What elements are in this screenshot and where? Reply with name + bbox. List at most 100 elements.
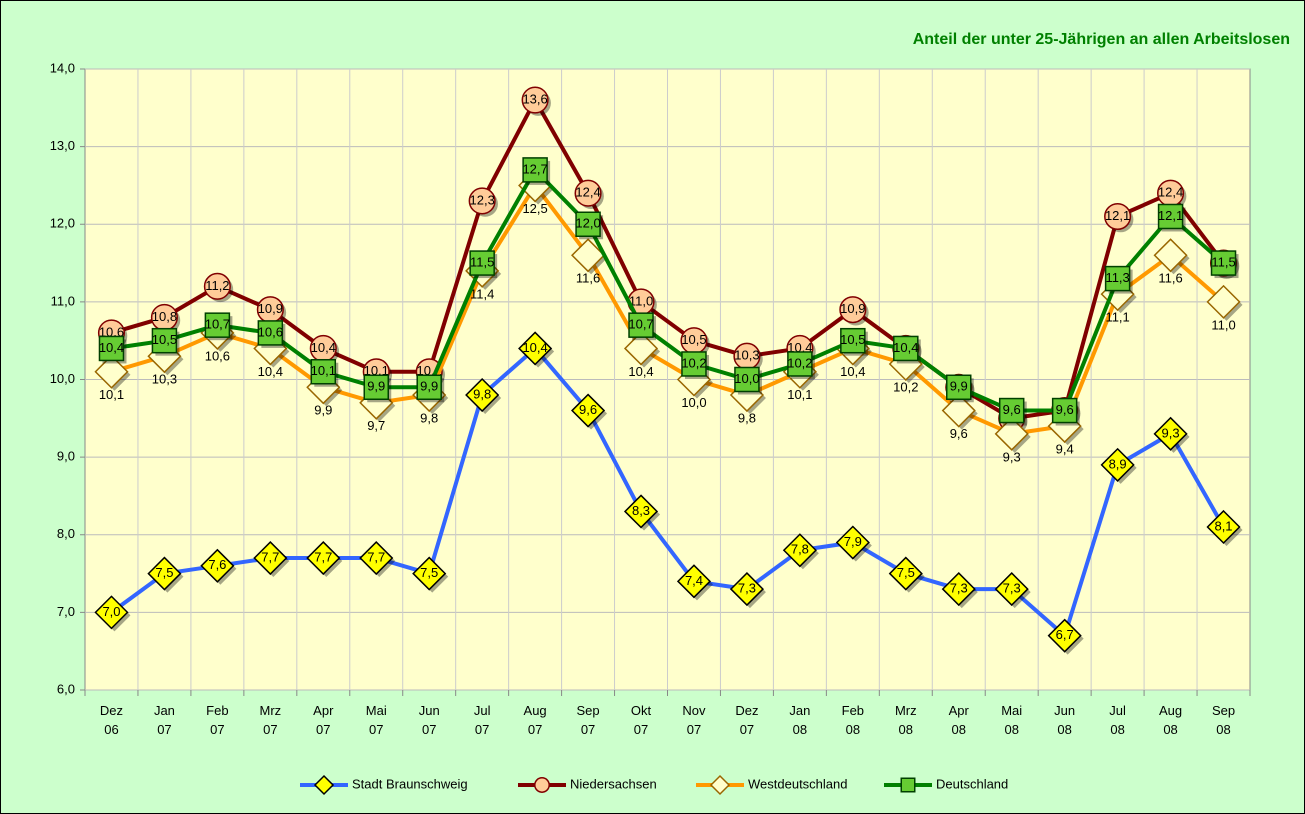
data-label: 13,6 xyxy=(522,91,547,106)
legend-label: Niedersachsen xyxy=(570,776,657,791)
x-tick-label: Mrz 07 xyxy=(260,703,282,737)
x-tick-label: Apr 08 xyxy=(949,703,970,737)
marker xyxy=(204,312,231,338)
data-label: 10,3 xyxy=(152,372,177,387)
data-label: 7,5 xyxy=(897,565,915,580)
data-label: 9,7 xyxy=(367,418,385,433)
marker xyxy=(941,393,976,428)
marker xyxy=(575,211,601,237)
marker xyxy=(469,250,495,276)
marker xyxy=(839,296,867,324)
data-label: 7,7 xyxy=(367,549,385,564)
marker xyxy=(994,416,1029,451)
data-label: 9,3 xyxy=(1003,449,1021,464)
x-tick-label: Sep 08 xyxy=(1212,703,1235,737)
marker xyxy=(571,238,606,273)
marker xyxy=(681,351,707,377)
data-label: 11,0 xyxy=(1211,317,1235,332)
data-label: 9,9 xyxy=(420,379,438,394)
x-tick-label: Jul 08 xyxy=(1109,703,1126,737)
data-label: 9,9 xyxy=(367,379,385,394)
marker xyxy=(94,354,129,389)
y-tick-label: 9,0 xyxy=(57,449,75,464)
data-label: 10,1 xyxy=(99,387,124,402)
y-tick-label: 8,0 xyxy=(57,526,75,541)
data-label: 10,4 xyxy=(522,340,547,355)
marker xyxy=(1153,416,1188,451)
marker xyxy=(1153,238,1188,273)
data-label: 9,9 xyxy=(950,379,968,394)
marker xyxy=(900,777,916,793)
data-label: 12,4 xyxy=(575,185,600,200)
marker xyxy=(1210,250,1237,276)
data-label: 9,9 xyxy=(314,403,332,418)
data-label: 11,5 xyxy=(1211,255,1235,270)
marker xyxy=(359,540,394,576)
x-tick-label: Jun 08 xyxy=(1054,703,1075,737)
marker xyxy=(310,358,337,385)
data-label: 9,6 xyxy=(579,402,597,417)
y-tick-label: 10,0 xyxy=(50,371,75,386)
data-label: 7,5 xyxy=(420,565,438,580)
series: 10,410,510,710,610,19,9 9,911,512,712,010… xyxy=(98,157,1239,426)
data-label: 11,2 xyxy=(205,278,229,293)
y-tick-label: 13,0 xyxy=(50,138,75,153)
legend-item: Westdeutschland xyxy=(696,774,848,796)
x-tick-label: Feb 08 xyxy=(842,703,864,737)
marker xyxy=(782,533,817,568)
data-label: 7,7 xyxy=(314,549,332,564)
data-label: 10,1 xyxy=(787,387,812,402)
data-label: 6,7 xyxy=(1056,627,1074,642)
data-label: 11,6 xyxy=(1158,271,1182,286)
marker xyxy=(1206,284,1241,319)
marker xyxy=(888,556,923,591)
marker xyxy=(835,525,870,560)
x-tick-label: Okt 07 xyxy=(631,703,652,737)
data-label: 11,4 xyxy=(470,286,494,301)
data-label: 10,1 xyxy=(364,363,389,378)
marker xyxy=(1104,202,1132,231)
marker xyxy=(729,572,764,607)
chart-title: Anteil der unter 25-Jährigen an allen Ar… xyxy=(913,31,1290,48)
y-tick-label: 14,0 xyxy=(50,60,75,75)
marker xyxy=(98,335,125,362)
x-tick-label: Dez 06 xyxy=(100,703,123,737)
series: 7,0 7,5 7,6 7,7 7,7 7,7 7,5 9,8 10,4 9,6 8,3 7,4 7,3… xyxy=(94,331,1243,655)
marker xyxy=(1047,618,1082,653)
data-label: 7,6 xyxy=(208,557,226,572)
data-label: 7,5 xyxy=(155,565,173,580)
data-label: 10,4 xyxy=(99,340,124,355)
x-tick-label: Dez 07 xyxy=(735,703,758,737)
data-label: 10,7 xyxy=(205,317,230,332)
marker xyxy=(468,187,496,215)
data-label: 10,5 xyxy=(152,332,177,347)
x-tick-label: Mai 07 xyxy=(366,703,387,737)
data-label: 9,3 xyxy=(1162,425,1180,440)
marker xyxy=(734,366,760,393)
data-label: 10,2 xyxy=(893,379,918,394)
x-tick-label: Nov 07 xyxy=(682,703,706,737)
data-label: 10,0 xyxy=(681,395,706,410)
data-label: 8,3 xyxy=(632,503,650,518)
data-label: 12,1 xyxy=(1158,208,1183,223)
data-label: 9,8 xyxy=(738,410,756,425)
x-tick-label: Jan 08 xyxy=(789,703,810,737)
marker xyxy=(709,774,731,796)
marker xyxy=(840,327,866,354)
data-label: 10,8 xyxy=(152,309,177,324)
data-label: 10,3 xyxy=(734,348,759,363)
legend-item: Deutschland xyxy=(884,776,1008,793)
legend-label: Westdeutschland xyxy=(748,776,848,791)
line xyxy=(111,167,1225,413)
marker xyxy=(1100,447,1135,482)
x-tick-label: Jan 07 xyxy=(154,703,175,737)
data-label: 7,4 xyxy=(685,573,703,588)
data-label: 10,0 xyxy=(734,371,759,386)
marker xyxy=(151,327,178,354)
x-tick-label: Apr 07 xyxy=(313,703,334,737)
data-label: 10,4 xyxy=(787,340,812,355)
x-tick-label: Sep 07 xyxy=(576,703,599,737)
data-label: 10,6 xyxy=(99,324,124,339)
data-label: 9,8 xyxy=(420,410,438,425)
